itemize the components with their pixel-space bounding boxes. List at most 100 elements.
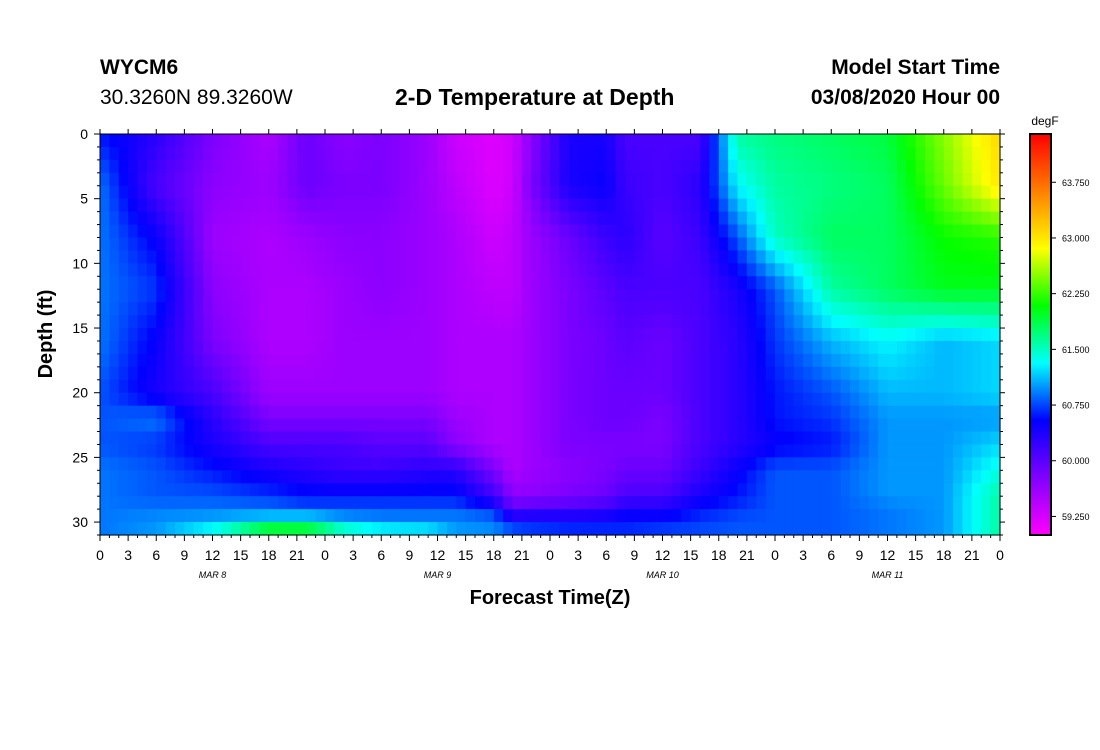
heatmap-cell bbox=[109, 250, 120, 264]
heatmap-cell bbox=[475, 328, 485, 342]
heatmap-cell bbox=[418, 224, 429, 239]
heatmap-cell bbox=[128, 263, 139, 277]
heatmap-cell bbox=[456, 340, 467, 355]
heatmap-cell bbox=[503, 392, 514, 407]
heatmap-cell bbox=[343, 224, 354, 239]
heatmap-cell bbox=[896, 328, 907, 342]
heatmap-cell bbox=[175, 198, 185, 213]
heatmap-cell bbox=[700, 198, 710, 213]
heatmap-cell bbox=[718, 496, 729, 510]
heatmap-cell bbox=[456, 366, 467, 381]
heatmap-cell bbox=[850, 172, 860, 187]
heatmap-cell bbox=[156, 483, 167, 497]
heatmap-cell bbox=[728, 418, 739, 433]
heatmap-cell bbox=[643, 431, 654, 446]
heatmap-cell bbox=[784, 483, 795, 497]
heatmap-cell bbox=[971, 172, 982, 187]
heatmap-cell bbox=[878, 509, 889, 523]
heatmap-cell bbox=[381, 470, 392, 484]
x-tick-label: 15 bbox=[233, 547, 249, 563]
heatmap-cell bbox=[943, 134, 954, 148]
heatmap-cell bbox=[728, 302, 739, 316]
heatmap-cell bbox=[156, 496, 167, 510]
heatmap-cell bbox=[362, 159, 373, 174]
heatmap-cell bbox=[934, 134, 945, 148]
heatmap-cell bbox=[315, 353, 326, 368]
heatmap-cell bbox=[268, 237, 279, 252]
heatmap-cell bbox=[278, 405, 289, 420]
heatmap-cell bbox=[118, 444, 129, 458]
heatmap-cell bbox=[925, 431, 935, 446]
heatmap-cell bbox=[521, 250, 532, 264]
heatmap-cell bbox=[690, 509, 701, 523]
heatmap-cell bbox=[700, 224, 710, 239]
heatmap-cell bbox=[334, 496, 345, 510]
heatmap-cell bbox=[343, 237, 354, 252]
heatmap-cell bbox=[503, 302, 514, 316]
heatmap-cell bbox=[878, 211, 889, 226]
heatmap-cell bbox=[653, 237, 664, 252]
heatmap-cell bbox=[409, 470, 420, 484]
heatmap-cell bbox=[137, 146, 148, 161]
heatmap-cell bbox=[268, 392, 279, 407]
heatmap-cell bbox=[531, 146, 542, 161]
heatmap-cell bbox=[250, 315, 260, 329]
heatmap-cell bbox=[137, 509, 148, 523]
heatmap-cell bbox=[221, 483, 232, 497]
heatmap-cell bbox=[343, 276, 354, 290]
heatmap-cell bbox=[700, 237, 710, 252]
heatmap-cell bbox=[193, 302, 204, 316]
heatmap-cell bbox=[287, 366, 298, 381]
x-tick-label: 6 bbox=[152, 547, 160, 563]
heatmap-cell bbox=[100, 353, 110, 368]
heatmap-cell bbox=[606, 483, 617, 497]
heatmap-cell bbox=[521, 159, 532, 174]
heatmap-cell bbox=[850, 496, 860, 510]
heatmap-cell bbox=[343, 250, 354, 264]
heatmap-cell bbox=[278, 134, 289, 148]
heatmap-cell bbox=[353, 457, 364, 471]
heatmap-cell bbox=[831, 328, 842, 342]
heatmap-cell bbox=[737, 224, 748, 239]
heatmap-cell bbox=[896, 159, 907, 174]
heatmap-cell bbox=[821, 198, 832, 213]
heatmap-cell bbox=[193, 340, 204, 355]
heatmap-cell bbox=[812, 431, 823, 446]
heatmap-cell bbox=[596, 172, 607, 187]
heatmap-cell bbox=[475, 509, 485, 523]
heatmap-cell bbox=[550, 237, 560, 252]
heatmap-cell bbox=[409, 198, 420, 213]
heatmap-cell bbox=[550, 340, 560, 355]
heatmap-cell bbox=[212, 211, 223, 226]
heatmap-cell bbox=[362, 185, 373, 200]
heatmap-cell bbox=[128, 470, 139, 484]
heatmap-cell bbox=[371, 159, 382, 174]
heatmap-cell bbox=[803, 276, 814, 290]
heatmap-cell bbox=[353, 289, 364, 303]
heatmap-cell bbox=[362, 444, 373, 458]
heatmap-cell bbox=[259, 509, 270, 523]
heatmap-cell bbox=[962, 159, 973, 174]
heatmap-cell bbox=[643, 237, 654, 252]
heatmap-cell bbox=[418, 315, 429, 329]
heatmap-cell bbox=[690, 457, 701, 471]
heatmap-cell bbox=[821, 302, 832, 316]
heatmap-cell bbox=[437, 444, 448, 458]
heatmap-cell bbox=[118, 315, 129, 329]
heatmap-cell bbox=[531, 276, 542, 290]
heatmap-cell bbox=[681, 483, 692, 497]
heatmap-cell bbox=[550, 134, 560, 148]
heatmap-cell bbox=[175, 146, 185, 161]
heatmap-cell bbox=[465, 211, 476, 226]
heatmap-cell bbox=[184, 392, 195, 407]
heatmap-cell bbox=[653, 185, 664, 200]
heatmap-cell bbox=[775, 172, 785, 187]
heatmap-cell bbox=[278, 483, 289, 497]
heatmap-cell bbox=[709, 237, 720, 252]
heatmap-cell bbox=[521, 263, 532, 277]
heatmap-cell bbox=[503, 353, 514, 368]
heatmap-cell bbox=[859, 353, 870, 368]
heatmap-cell bbox=[906, 198, 917, 213]
heatmap-cell bbox=[287, 483, 298, 497]
x-tick-label: 18 bbox=[936, 547, 952, 563]
